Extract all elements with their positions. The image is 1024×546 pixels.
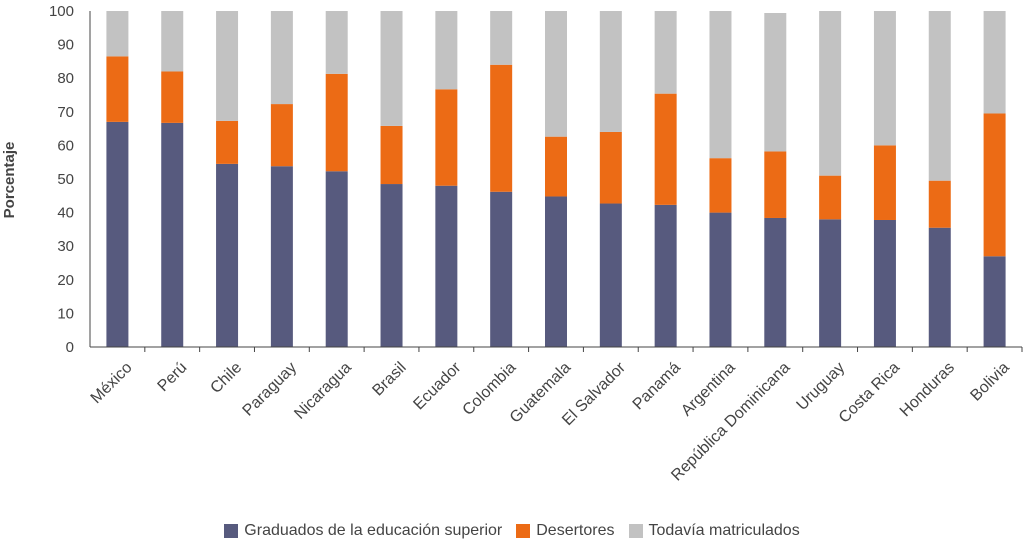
bar-segment [928,11,951,181]
x-tick-label: Nicaragua [291,359,355,423]
y-tick-label: 90 [57,37,74,54]
legend-item: Todavía matriculados [628,522,800,540]
y-tick-label: 20 [57,272,74,289]
y-axis: 0 10 20 30 40 50 60 70 80 90 100 [49,3,91,356]
bar-segment [709,158,732,213]
x-tick-label: Honduras [897,359,958,420]
bar-segment [873,219,896,347]
y-axis-title: Porcentaje [1,142,18,219]
bar-segment [435,185,458,347]
legend-item: Graduados de la educación superior [224,522,502,540]
bar-segment [764,151,787,218]
y-tick-label: 100 [49,3,74,20]
bar-segment [654,204,677,347]
legend-swatch [516,524,531,538]
bar-segment [270,104,293,167]
bar-segment [819,175,842,220]
legend-swatch [224,524,239,538]
x-tick-label: México [88,359,136,407]
y-tick-label: 0 [66,339,74,356]
x-tick-label: Brasil [369,359,409,399]
bar-segment [216,163,239,347]
bar-segment [106,11,129,57]
stacked-bar-chart: 0 10 20 30 40 50 60 70 80 90 100 México Perú Chile Pa… [1,3,1023,484]
bar-segment [216,11,239,121]
bar-segment [106,121,129,347]
x-tick-label: Perú [155,359,191,395]
bar-segment [545,196,567,347]
bar-segment [928,227,951,347]
bar-segment [654,93,677,205]
bar-segment [490,11,513,65]
bar-segment [490,191,513,347]
bar-segment [873,145,896,220]
y-tick-label: 10 [57,305,74,322]
bar-segment [380,11,403,126]
bars [106,11,1006,347]
bar-segment [983,11,1006,114]
bar-segment [599,203,622,347]
x-tick-label: Panamá [630,359,684,413]
bar-segment [545,11,567,137]
bar-segment [819,219,842,347]
bar-segment [325,73,348,172]
bar-segment [161,11,184,72]
bar-segment [928,180,951,228]
bar-segment [599,11,622,132]
bar-segment [435,11,458,90]
bar-segment [764,13,787,152]
bar-segment [764,217,787,347]
y-tick-label: 60 [57,137,74,154]
bar-segment [270,166,293,347]
bar-segment [380,125,403,185]
bar-segment [545,136,567,197]
legend: Graduados de la educación superior Desert… [0,522,1024,540]
x-tick-label: Chile [207,359,245,397]
y-tick-label: 40 [57,205,74,222]
y-tick-label: 80 [57,70,74,87]
y-tick-label: 50 [57,171,74,188]
bar-segment [873,11,896,146]
x-tick-label: Ecuador [410,359,465,414]
y-tick-label: 30 [57,238,74,255]
y-tick-label: 70 [57,104,74,121]
bar-segment [325,11,348,74]
legend-label: Todavía matriculados [648,522,800,539]
bar-segment [654,11,677,94]
legend-swatch [628,524,643,538]
legend-label: Graduados de la educación superior [244,522,503,539]
legend-item: Desertores [516,522,615,540]
bar-segment [270,11,293,105]
bar-segment [983,113,1006,257]
x-tick-label: Uruguay [794,359,849,414]
bar-segment [161,122,184,347]
bar-segment [983,256,1006,347]
x-tick-label: Bolivia [967,359,1012,404]
bar-segment [325,171,348,347]
bar-segment [599,131,622,204]
bar-segment [490,64,513,192]
legend-label: Desertores [536,522,615,539]
bar-segment [380,184,403,347]
bar-segment [216,120,239,164]
bar-segment [709,212,732,347]
bar-segment [106,56,129,122]
bar-segment [709,11,732,159]
bar-segment [161,71,184,123]
bar-segment [819,11,842,176]
bar-segment [435,89,458,186]
